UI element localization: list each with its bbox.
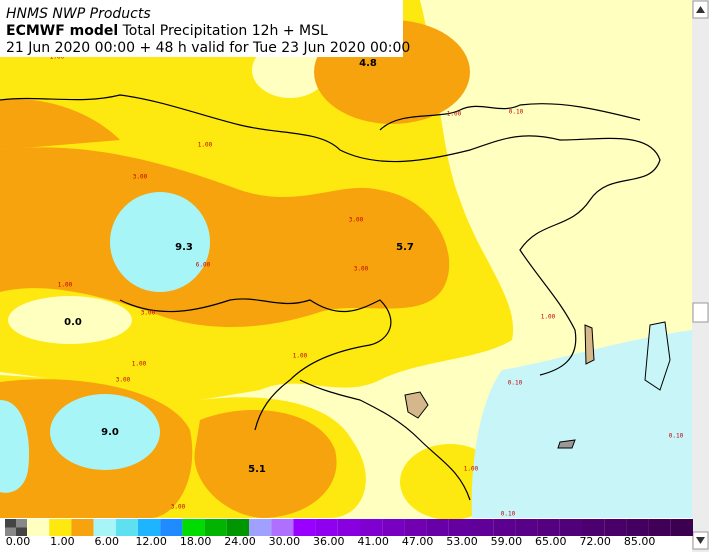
legend-swatch bbox=[448, 519, 471, 536]
legend-tick-label: 59.00 bbox=[491, 535, 523, 548]
contour-label: 3.00 bbox=[354, 266, 369, 273]
legend-swatch bbox=[160, 519, 183, 536]
legend-tick-label: 30.00 bbox=[269, 535, 301, 548]
legend-swatch bbox=[626, 519, 649, 536]
legend-tick-label: 24.00 bbox=[224, 535, 256, 548]
legend-swatch bbox=[315, 519, 338, 536]
contour-label: 3.00 bbox=[133, 174, 148, 181]
header-box bbox=[0, 0, 403, 57]
legend-swatch bbox=[471, 519, 494, 536]
legend-swatch bbox=[71, 519, 94, 536]
contour-label: 0.10 bbox=[509, 109, 524, 116]
legend-swatch bbox=[93, 519, 116, 536]
legend-tick-label: 12.00 bbox=[135, 535, 167, 548]
max-label: 4.8 bbox=[359, 58, 377, 69]
product: Total Precipitation 12h + MSL bbox=[122, 23, 328, 39]
legend-tick-label: 53.00 bbox=[446, 535, 478, 548]
legend-tick-label: 6.00 bbox=[95, 535, 120, 548]
contour-label: 3.00 bbox=[116, 377, 131, 384]
legend-swatch bbox=[138, 519, 161, 536]
legend-tick-label: 85.00 bbox=[624, 535, 656, 548]
header-validity: 21 Jun 2020 00:00 + 48 h valid for Tue 2… bbox=[6, 40, 410, 56]
legend-tick-label: 41.00 bbox=[357, 535, 389, 548]
contour-label: 3.00 bbox=[171, 504, 186, 511]
max-label: 5.7 bbox=[396, 242, 414, 253]
legend-swatch bbox=[49, 519, 72, 536]
contour-label: 1.00 bbox=[447, 111, 462, 118]
contour-label: 6.00 bbox=[196, 262, 211, 269]
contour-label: 1.00 bbox=[132, 361, 147, 368]
legend-swatch bbox=[204, 519, 227, 536]
max-label: 5.1 bbox=[248, 464, 266, 475]
legend-swatch bbox=[226, 519, 249, 536]
legend-swatch bbox=[271, 519, 294, 536]
contour-label: 0.10 bbox=[508, 380, 523, 387]
legend-tick-label: 36.00 bbox=[313, 535, 345, 548]
max-label: 9.0 bbox=[101, 427, 119, 438]
header-product: ECMWF model Total Precipitation 12h + MS… bbox=[6, 23, 328, 39]
contour-label: 0.10 bbox=[669, 433, 684, 440]
contour-label: 3.00 bbox=[349, 217, 364, 224]
max-label: 0.0 bbox=[64, 317, 82, 328]
contour-label: 1.00 bbox=[464, 466, 479, 473]
contour-label: 3.00 bbox=[141, 310, 156, 317]
legend-tick-label: 72.00 bbox=[579, 535, 611, 548]
contour-label: 1.00 bbox=[198, 142, 213, 149]
legend-swatch bbox=[382, 519, 405, 536]
legend-swatch bbox=[493, 519, 516, 536]
contour-label: 0.10 bbox=[501, 511, 516, 518]
legend-swatch bbox=[670, 519, 693, 536]
contour-label: 1.00 bbox=[293, 353, 308, 360]
legend-swatch bbox=[360, 519, 383, 536]
max-label: 9.3 bbox=[175, 242, 193, 253]
legend-swatch bbox=[27, 519, 50, 536]
legend-tick-label: 1.00 bbox=[50, 535, 75, 548]
legend-swatch bbox=[426, 519, 449, 536]
header-title: HNMS NWP Products bbox=[6, 6, 151, 22]
legend-swatch bbox=[249, 519, 272, 536]
legend-swatch bbox=[337, 519, 360, 536]
legend-swatch bbox=[182, 519, 205, 536]
legend: 0.00 1.00 6.00 12.00 18.00 24.00 30.00 36.00 41.… bbox=[5, 519, 693, 548]
legend-swatch bbox=[648, 519, 671, 536]
legend-tick-label: 65.00 bbox=[535, 535, 567, 548]
legend-swatch bbox=[537, 519, 560, 536]
model: ECMWF model bbox=[6, 23, 118, 39]
legend-swatch bbox=[293, 519, 316, 536]
legend-tick-label: 18.00 bbox=[180, 535, 212, 548]
legend-swatch bbox=[404, 519, 427, 536]
legend-swatch bbox=[559, 519, 582, 536]
contour-label: 1.00 bbox=[58, 282, 73, 289]
contour-label: 1.00 bbox=[541, 314, 556, 321]
legend-swatch bbox=[582, 519, 605, 536]
legend-swatch bbox=[515, 519, 538, 536]
legend-tick-label: 47.00 bbox=[402, 535, 434, 548]
map: 4.8 9.3 5.7 0.0 9.0 5.1 1.00 1.00 0.10 1.00 3.00 3.… bbox=[0, 0, 692, 520]
legend-tick-label: 0.00 bbox=[6, 535, 31, 548]
legend-swatch bbox=[604, 519, 627, 536]
legend-swatch bbox=[115, 519, 138, 536]
scrollbar[interactable] bbox=[692, 0, 709, 552]
